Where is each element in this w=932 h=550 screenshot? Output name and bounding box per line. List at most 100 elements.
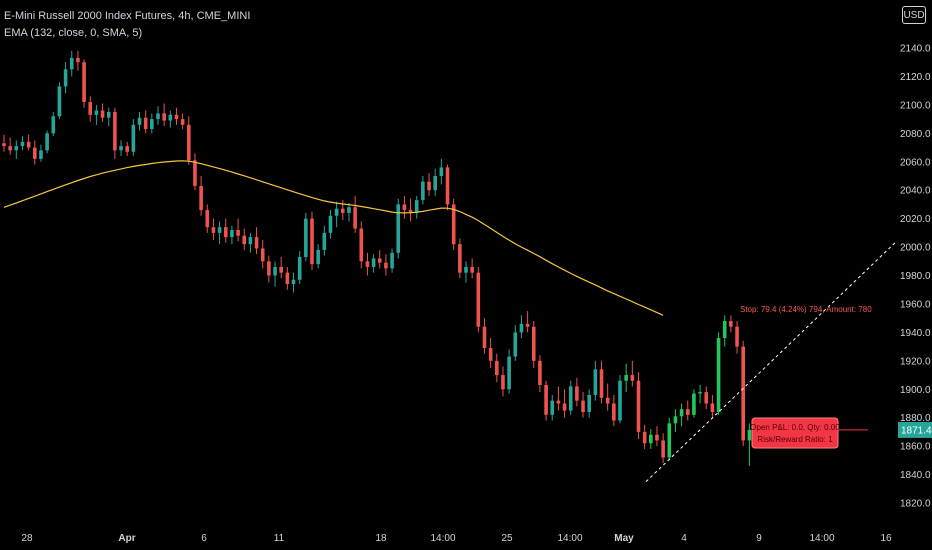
candle-body xyxy=(384,262,388,269)
price-tick-label: 2000.0 xyxy=(900,243,931,254)
candle xyxy=(470,258,474,279)
candle-body xyxy=(716,338,721,412)
candle xyxy=(445,164,450,211)
candle-body xyxy=(445,167,450,205)
candle-body xyxy=(76,57,80,63)
candle-body xyxy=(568,386,573,411)
candle xyxy=(722,315,727,347)
candle xyxy=(8,137,12,155)
candle xyxy=(402,195,407,219)
candle xyxy=(384,254,388,276)
candle-body xyxy=(605,397,610,404)
candle xyxy=(230,225,234,245)
candle-body xyxy=(193,160,197,186)
candle-body xyxy=(100,110,105,118)
candle-body xyxy=(33,147,37,159)
candle-body xyxy=(556,400,561,404)
candle-body xyxy=(624,375,628,381)
candle-body xyxy=(45,133,49,151)
candle-body xyxy=(119,146,123,151)
candle xyxy=(162,103,166,127)
candle xyxy=(439,158,444,185)
candle xyxy=(168,110,173,128)
candle-body xyxy=(513,332,518,357)
time-axis[interactable]: 28 Apr 6 11 18 14:00 25 14:00 May 4 9 14:00 16 xyxy=(21,533,892,544)
candle-body xyxy=(51,116,56,134)
candles-layer xyxy=(2,50,752,467)
ema-layer xyxy=(3,160,664,316)
time-tick-label: 14:00 xyxy=(557,533,582,544)
price-tick-label: 2120.0 xyxy=(900,72,931,83)
price-tick-label: 1840.0 xyxy=(900,470,931,481)
candle-body xyxy=(291,279,296,285)
candle-body xyxy=(328,215,333,233)
ema-line xyxy=(3,160,664,316)
candle-body xyxy=(168,114,173,121)
candle xyxy=(433,168,437,196)
candle-body xyxy=(365,261,370,267)
candle-body xyxy=(433,175,437,191)
price-tick-label: 1940.0 xyxy=(900,328,931,339)
candle-body xyxy=(63,69,68,87)
candle-body xyxy=(581,400,585,412)
price-tick-label: 1880.0 xyxy=(900,413,931,424)
candle-body xyxy=(427,181,431,191)
candle xyxy=(544,380,548,421)
candle xyxy=(254,227,259,255)
candle xyxy=(51,111,56,137)
candle xyxy=(359,221,364,269)
indicator-label[interactable]: EMA (132, close, 0, SMA, 5) xyxy=(4,27,143,39)
candle-body xyxy=(106,111,111,118)
candle-body xyxy=(273,266,277,276)
candle-body xyxy=(143,117,148,130)
candle-body xyxy=(704,392,709,404)
candle-body xyxy=(353,207,357,229)
candle-body xyxy=(377,258,382,263)
candle-body xyxy=(396,204,401,253)
candle xyxy=(568,380,573,415)
candle-body xyxy=(137,117,142,125)
candle xyxy=(285,266,290,290)
candle xyxy=(414,195,419,219)
candle-body xyxy=(439,167,444,176)
candle xyxy=(655,426,659,447)
candle-body xyxy=(174,114,179,120)
candle-body xyxy=(562,403,567,411)
candle xyxy=(612,394,616,427)
candle xyxy=(482,318,487,354)
candle-body xyxy=(402,204,407,211)
currency-button[interactable]: USD xyxy=(902,6,926,24)
price-tick-label: 1980.0 xyxy=(900,271,931,282)
candle xyxy=(113,107,117,159)
symbol-title[interactable]: E-Mini Russell 2000 Index Futures, 4h, C… xyxy=(4,10,251,22)
candle xyxy=(76,50,80,71)
time-tick-label: 9 xyxy=(756,533,762,544)
candle xyxy=(334,201,339,228)
candle xyxy=(581,392,585,418)
candle-body xyxy=(162,113,166,121)
candle-body xyxy=(414,200,419,213)
candle-body xyxy=(180,119,185,125)
candle xyxy=(2,134,6,152)
candle xyxy=(692,389,696,418)
candle-body xyxy=(94,110,99,115)
candle-body xyxy=(371,258,376,267)
candle xyxy=(180,113,185,130)
price-axis[interactable]: 1820.0 1840.0 1860.0 1880.0 1900.0 1920.0 1940… xyxy=(900,44,931,510)
candle-body xyxy=(69,57,74,70)
candle-body xyxy=(599,369,604,398)
candle xyxy=(673,409,678,432)
candle xyxy=(525,311,530,333)
candle-body xyxy=(267,261,271,276)
position-tool[interactable]: Stop: 79.4 (4.24%) 794, Amount: 780 Open … xyxy=(645,242,896,483)
time-tick-label: May xyxy=(614,533,634,544)
candle xyxy=(45,130,49,154)
candle-body xyxy=(187,124,191,161)
candle xyxy=(193,153,197,191)
candle xyxy=(642,424,647,449)
candle xyxy=(347,202,351,222)
candle xyxy=(100,103,105,122)
time-tick-label: 14:00 xyxy=(430,533,455,544)
candle xyxy=(353,195,357,233)
